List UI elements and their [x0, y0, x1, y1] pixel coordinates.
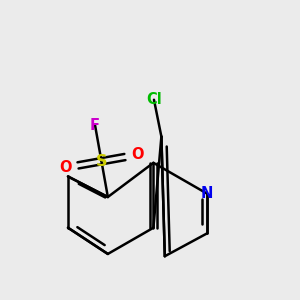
Text: S: S — [96, 154, 107, 169]
Text: Cl: Cl — [146, 92, 162, 107]
Text: N: N — [201, 186, 213, 201]
Text: F: F — [90, 118, 100, 133]
Text: O: O — [59, 160, 72, 175]
Text: O: O — [131, 147, 143, 162]
